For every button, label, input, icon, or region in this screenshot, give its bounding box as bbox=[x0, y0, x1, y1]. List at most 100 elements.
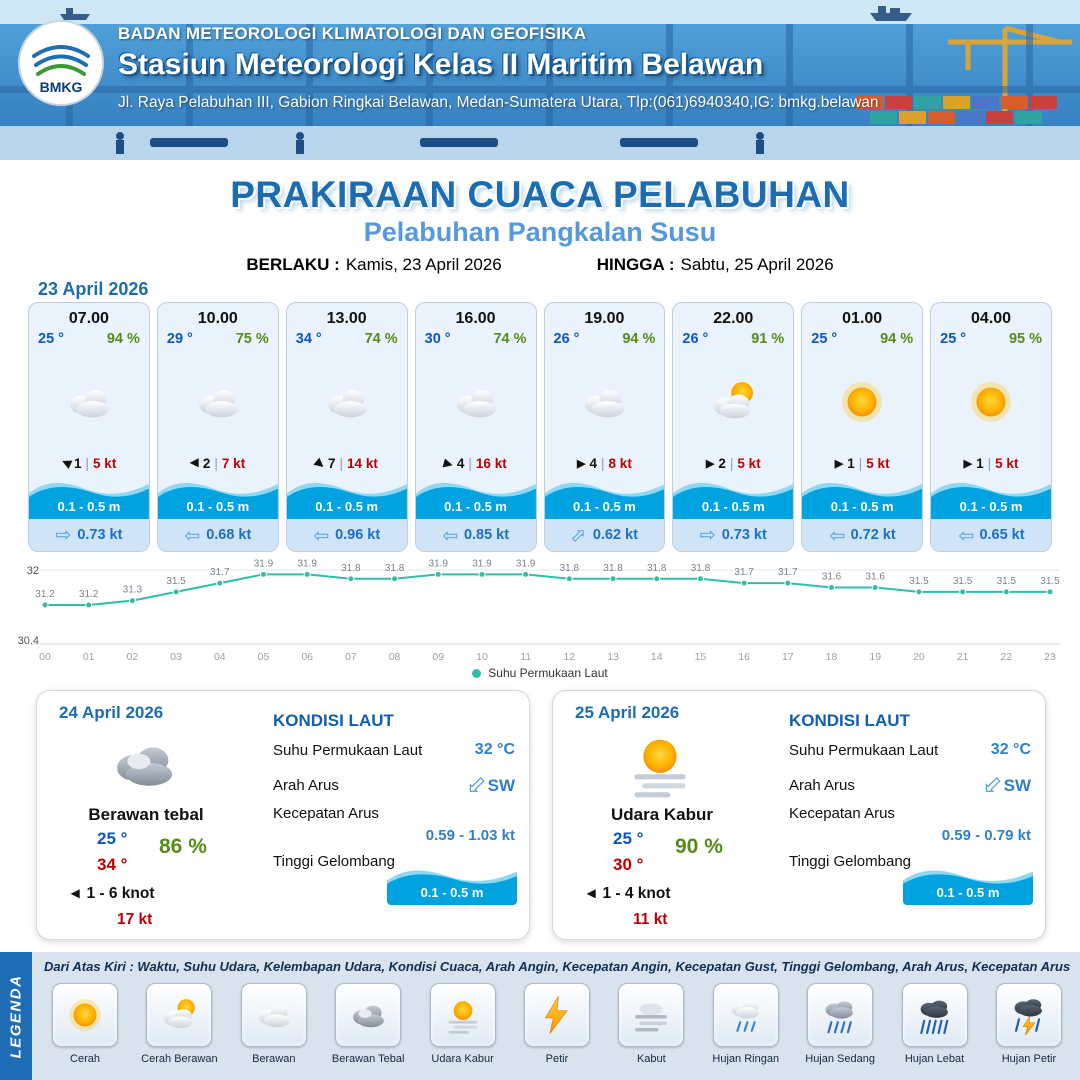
svg-text:30.4: 30.4 bbox=[18, 635, 39, 647]
forecast-card: 04.00 25 ° 95 % ▶ 1 | 5 kt 0.1 - 0.5 m ⇨ bbox=[930, 302, 1052, 552]
legend-marker bbox=[472, 668, 482, 678]
humidity: 94 % bbox=[106, 331, 140, 347]
svg-text:11: 11 bbox=[520, 651, 531, 663]
humidity: 75 % bbox=[235, 331, 269, 347]
page-subtitle: Pelabuhan Pangkalan Susu bbox=[363, 217, 717, 247]
temp-humidity-row: 26 ° 94 % bbox=[545, 328, 665, 347]
legend-sidebar-label: LEGENDA bbox=[7, 974, 25, 1058]
forecast-card: 16.00 30 ° 74 % ▶ 4 | 16 kt 0.1 - 0.5 m bbox=[414, 302, 537, 552]
wind-row: ▶ 4 | 8 kt bbox=[545, 456, 665, 471]
wave-height-band: 0.1 - 0.5 m bbox=[157, 473, 278, 519]
wind-direction-icon: ▶ bbox=[59, 455, 73, 471]
current-speed-label: Kecepatan Arus bbox=[273, 805, 379, 822]
wind-row: ▶ 1 | 5 kt bbox=[931, 456, 1051, 471]
forecast-time: 19.00 bbox=[584, 310, 625, 327]
current-speed: 0.73 kt bbox=[77, 527, 123, 543]
air-temperature: 34 ° bbox=[295, 331, 322, 347]
forecast-card: 13.00 34 ° 74 % ▶ 7 | 14 kt 0.1 - 0.5 m bbox=[285, 302, 408, 552]
legend-item: Hujan Sedang bbox=[795, 983, 885, 1065]
forecast-card: 07.00 25 ° 94 % ▶ 1 | 5 kt 0.1 - 0.5 m ⇨ bbox=[28, 302, 150, 552]
wind-gust: 16 kt bbox=[475, 456, 507, 471]
weather-icon-tile bbox=[429, 983, 496, 1047]
legend-item-label: Petir bbox=[545, 1053, 569, 1065]
current-direction-icon: ⇨ bbox=[55, 524, 72, 546]
weather-icon bbox=[29, 347, 149, 456]
legend-item: Petir bbox=[512, 983, 602, 1065]
current-row: ⇨ 0.73 kt bbox=[29, 519, 149, 551]
weather-icon bbox=[545, 347, 665, 456]
validity-row: BERLAKU : Kamis, 23 April 2026 HINGGA : Sa… bbox=[0, 255, 1080, 275]
svg-text:02: 02 bbox=[127, 651, 139, 663]
air-temperature: 25 ° bbox=[38, 331, 64, 347]
weather-condition: Udara Kabur bbox=[610, 805, 714, 824]
forecast-time: 04.00 bbox=[971, 310, 1012, 327]
wind-gust: 5 kt bbox=[737, 456, 761, 471]
svg-text:31.9: 31.9 bbox=[516, 558, 536, 569]
wind-speed: 7 bbox=[328, 456, 336, 471]
svg-text:31.5: 31.5 bbox=[953, 576, 973, 587]
forecast-time: 16.00 bbox=[455, 310, 496, 327]
current-row: ⇨ 0.73 kt bbox=[673, 519, 794, 551]
wind-row: ▶ 1 - 4 knot bbox=[587, 885, 671, 903]
svg-text:00: 00 bbox=[39, 651, 51, 663]
separator: | bbox=[601, 456, 605, 471]
svg-text:09: 09 bbox=[432, 651, 444, 663]
air-temperature: 26 ° bbox=[553, 331, 580, 347]
wave-height-band: 0.1 - 0.5 m bbox=[931, 473, 1051, 519]
weather-icon-tile bbox=[995, 983, 1062, 1047]
wind-direction-icon: ▶ bbox=[71, 887, 80, 900]
current-row: ⇨ 0.65 kt bbox=[931, 519, 1051, 551]
legend-item-label: Hujan Petir bbox=[1001, 1053, 1057, 1065]
svg-text:31.8: 31.8 bbox=[385, 563, 405, 574]
svg-text:04: 04 bbox=[214, 651, 226, 663]
air-temperature: 30 ° bbox=[424, 331, 451, 347]
svg-text:31.8: 31.8 bbox=[603, 563, 623, 574]
current-speed-value: 0.59 - 1.03 kt bbox=[425, 827, 515, 844]
current-direction: ⇨ SW bbox=[458, 768, 515, 803]
svg-text:31.8: 31.8 bbox=[341, 563, 361, 574]
wave-height-band: 0.1 - 0.5 m bbox=[802, 473, 923, 519]
forecast-card: 22.00 26 ° 91 % ▶ 2 | 5 kt 0.1 - 0.5 m ⇨ bbox=[672, 302, 795, 552]
legend-item: Hujan Lebat bbox=[890, 983, 980, 1065]
current-direction-label: Arah Arus bbox=[273, 777, 339, 794]
svg-text:18: 18 bbox=[826, 651, 838, 663]
legend-item-label: Cerah Berawan bbox=[141, 1053, 218, 1065]
separator: | bbox=[858, 456, 863, 471]
legend-item-label: Hujan Lebat bbox=[904, 1053, 965, 1065]
wave-height: 0.1 - 0.5 m bbox=[959, 499, 1023, 514]
current-row: ⇨ 0.96 kt bbox=[286, 519, 407, 551]
valid-from: BERLAKU : Kamis, 23 April 2026 bbox=[246, 255, 502, 274]
current-row: ⇨ 0.68 kt bbox=[157, 519, 278, 551]
forecast-time: 13.00 bbox=[326, 310, 367, 327]
wave-height: 0.1 - 0.5 m bbox=[936, 885, 1000, 900]
legend-item-label: Hujan Sedang bbox=[805, 1053, 875, 1065]
weather-icon bbox=[931, 347, 1051, 456]
forecast-time: 22.00 bbox=[713, 310, 754, 327]
current-direction: ⇨ SW bbox=[974, 768, 1031, 803]
forecast-card: 01.00 25 ° 94 % ▶ 1 | 5 kt 0.1 - 0.5 m ⇨ bbox=[801, 302, 924, 552]
weather-icon-tile bbox=[52, 983, 118, 1047]
wind-row: ▶ 2 | 5 kt bbox=[673, 456, 793, 471]
wave-height: 0.1 - 0.5 m bbox=[444, 499, 507, 514]
svg-text:31.6: 31.6 bbox=[865, 572, 885, 583]
legend-items: Cerah Cerah Berawan Berawan Berawan Teba… bbox=[40, 983, 1074, 1065]
current-speed: 0.72 kt bbox=[850, 527, 896, 543]
current-speed-value: 0.59 - 0.79 kt bbox=[941, 827, 1031, 844]
wind-direction-icon: ▶ bbox=[312, 456, 327, 472]
header-banner: BMKG BADAN METEOROLOGI KLIMATOLOGI DAN G… bbox=[0, 0, 1080, 160]
wind-speed: 1 bbox=[847, 456, 855, 471]
wave-height-label: Tinggi Gelombang bbox=[789, 853, 912, 870]
wave-height: 0.1 - 0.5 m bbox=[420, 885, 484, 900]
wave-height: 0.1 - 0.5 m bbox=[186, 499, 250, 514]
wind-speed: 4 bbox=[589, 456, 598, 471]
wave-height-band: 0.1 - 0.5 m bbox=[387, 861, 517, 905]
sea-conditions: KONDISI LAUT Suhu Permukaan Laut 32 °C A… bbox=[259, 691, 529, 939]
svg-text:23: 23 bbox=[1044, 651, 1056, 663]
wind-direction-icon: ▶ bbox=[577, 458, 586, 470]
weather-icon-tile bbox=[240, 983, 307, 1047]
temp-min: 25 ° bbox=[613, 829, 644, 848]
daily-date: 24 April 2026 bbox=[59, 703, 164, 722]
wind-row: ▶ 2 | 7 kt bbox=[158, 456, 278, 471]
svg-text:13: 13 bbox=[607, 651, 619, 663]
